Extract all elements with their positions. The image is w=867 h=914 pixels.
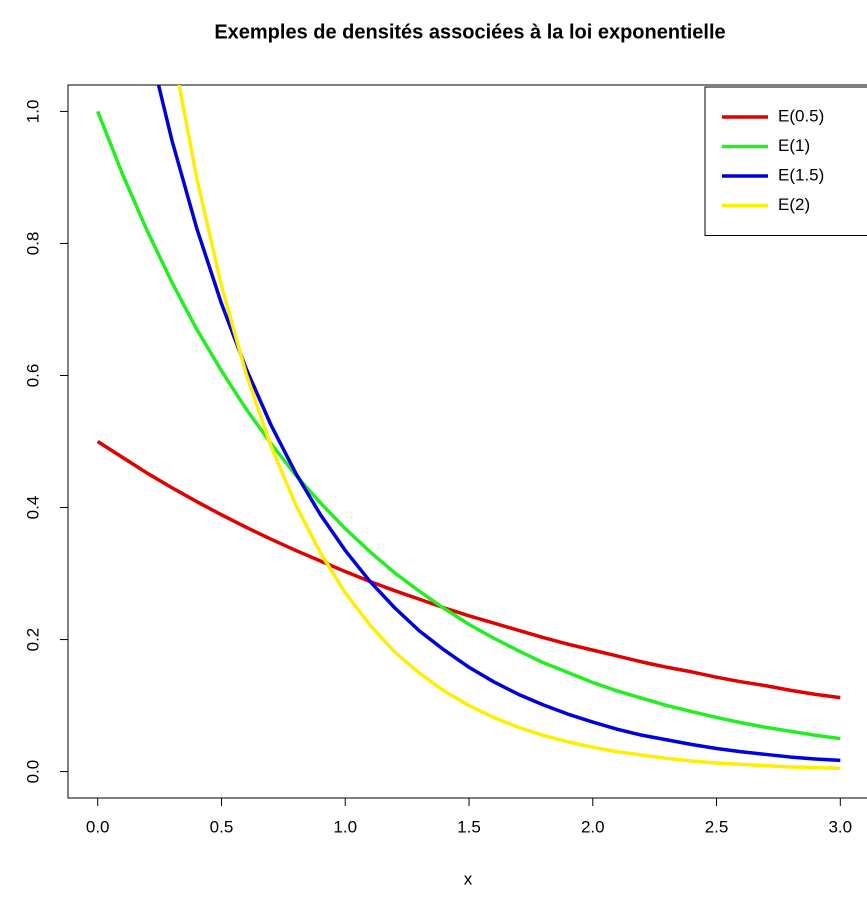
series-line <box>177 85 841 771</box>
x-tick-label: 3.0 <box>828 817 852 836</box>
series-line <box>156 85 841 763</box>
series-line <box>96 440 841 700</box>
y-tick-label: 0.0 <box>23 760 42 784</box>
legend-label: E(1.5) <box>778 165 824 184</box>
legend-label: E(2) <box>778 195 810 214</box>
x-axis-title: x <box>464 869 473 888</box>
x-tick-label: 1.0 <box>333 817 357 836</box>
x-tick-label: 0.0 <box>86 817 110 836</box>
x-tick-label: 2.0 <box>581 817 605 836</box>
x-tick-label: 1.5 <box>457 817 481 836</box>
legend-label: E(1) <box>778 136 810 155</box>
x-tick-label: 2.5 <box>705 817 729 836</box>
plot-area <box>96 85 841 771</box>
y-tick-label: 1.0 <box>23 100 42 124</box>
y-tick-label: 0.4 <box>23 496 42 520</box>
chart-title: Exemples de densités associées à la loi … <box>214 21 725 43</box>
x-tick-label: 0.5 <box>210 817 234 836</box>
y-tick-label: 0.2 <box>23 628 42 652</box>
series-line <box>96 110 841 741</box>
y-tick-label: 0.6 <box>23 364 42 388</box>
legend-box <box>704 86 867 236</box>
legend-label: E(0.5) <box>778 106 824 125</box>
y-tick-label: 0.8 <box>23 232 42 256</box>
